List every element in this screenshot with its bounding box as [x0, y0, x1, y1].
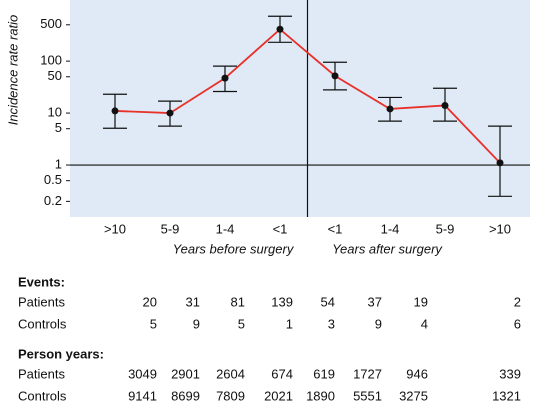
section-title: Person years: [18, 346, 104, 361]
cell: 31 [186, 294, 200, 309]
point [331, 72, 339, 80]
point [496, 159, 504, 167]
cell: 3275 [399, 388, 428, 403]
cell: 339 [499, 366, 521, 381]
cell: 9141 [128, 388, 157, 403]
cell: 8699 [171, 388, 200, 403]
y-tick-label: 5 [55, 120, 62, 135]
cell: 54 [321, 294, 335, 309]
y-tick-label: 1 [55, 156, 62, 171]
y-axis-label: Incidence rate ratio [5, 15, 20, 126]
cell: 20 [143, 294, 157, 309]
cell: 946 [406, 366, 428, 381]
y-tick-label: 100 [40, 53, 62, 68]
cell: 3049 [128, 366, 157, 381]
x-tick-label: 1-4 [216, 221, 235, 236]
y-tick-label: 0.2 [44, 193, 62, 208]
section-title: Events: [18, 274, 65, 289]
cell: 1890 [306, 388, 335, 403]
cell: 2604 [216, 366, 245, 381]
x-tick-label: <1 [328, 221, 343, 236]
cell: 2021 [264, 388, 293, 403]
x-tick-label: 5-9 [436, 221, 455, 236]
cell: 1321 [492, 388, 521, 403]
cell: 9 [375, 316, 382, 331]
y-tick-label: 0.5 [44, 172, 62, 187]
cell: 7809 [216, 388, 245, 403]
cell: 9 [193, 316, 200, 331]
point [386, 105, 394, 113]
x-tick-label: 5-9 [161, 221, 180, 236]
point [276, 25, 284, 33]
row-label: Controls [18, 316, 67, 331]
point [166, 109, 174, 117]
cell: 37 [368, 294, 382, 309]
cell: 139 [271, 294, 293, 309]
cell: 1 [286, 316, 293, 331]
cell: 5 [238, 316, 245, 331]
cell: 3 [328, 316, 335, 331]
row-label: Patients [18, 366, 65, 381]
plot-background [70, 0, 530, 217]
cell: 19 [414, 294, 428, 309]
cell: 5 [150, 316, 157, 331]
row-label: Patients [18, 294, 65, 309]
x-tick-label: <1 [273, 221, 288, 236]
y-tick-label: 10 [48, 105, 62, 120]
point [441, 101, 449, 109]
cell: 5551 [353, 388, 382, 403]
point [221, 74, 229, 82]
line [114, 28, 501, 164]
cell: 81 [231, 294, 245, 309]
x-tick-label: 1-4 [381, 221, 400, 236]
group-label: Years before surgery [173, 241, 295, 256]
cell: 674 [271, 366, 293, 381]
group-label: Years after surgery [332, 241, 443, 256]
cell: 4 [421, 316, 428, 331]
cell: 2901 [171, 366, 200, 381]
x-tick-label: >10 [104, 221, 126, 236]
row-label: Controls [18, 388, 67, 403]
point [111, 107, 119, 115]
y-tick-label: 50 [48, 68, 62, 83]
cell: 619 [313, 366, 335, 381]
cell: 6 [514, 316, 521, 331]
cell: 2 [514, 294, 521, 309]
x-tick-label: >10 [489, 221, 511, 236]
y-tick-label: 500 [40, 16, 62, 31]
cell: 1727 [353, 366, 382, 381]
